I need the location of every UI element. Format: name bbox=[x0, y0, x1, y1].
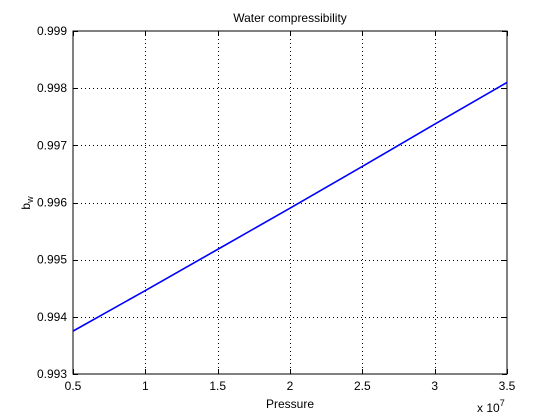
y-tick-label: 0.997 bbox=[37, 138, 67, 152]
y-tick-label: 0.998 bbox=[37, 81, 67, 95]
x-tick-label: 1.5 bbox=[209, 379, 226, 393]
ticks: 0.5 1 1.5 2 2.5 3 3.5 0.993 0.994 0.995 0.996 0.997… bbox=[37, 24, 516, 393]
y-axis-title-main: b bbox=[19, 203, 33, 210]
x-tick-label: 1 bbox=[142, 379, 149, 393]
y-tick-label: 0.994 bbox=[37, 310, 67, 324]
x-tick-label: 2.5 bbox=[354, 379, 371, 393]
chart-title: Water compressibility bbox=[233, 11, 347, 25]
x-tick-label: 3 bbox=[431, 379, 438, 393]
series-line bbox=[72, 81, 508, 332]
y-axis-title: bw bbox=[19, 196, 35, 210]
axes-box bbox=[72, 30, 508, 375]
series-layer bbox=[72, 81, 508, 332]
y-axis-title-subscript: w bbox=[25, 196, 35, 204]
x-axis-title: Pressure bbox=[266, 397, 314, 411]
x-multiplier-base: x 10 bbox=[477, 401, 500, 415]
x-axis-multiplier: x 107 bbox=[477, 398, 505, 415]
y-tick-label: 0.996 bbox=[37, 196, 67, 210]
y-tick-label: 0.993 bbox=[37, 367, 67, 381]
x-tick-label: 2 bbox=[287, 379, 294, 393]
y-tick-label: 0.999 bbox=[37, 24, 67, 38]
y-tick-label: 0.995 bbox=[37, 253, 67, 267]
x-tick-label: 3.5 bbox=[499, 379, 516, 393]
x-multiplier-exponent: 7 bbox=[500, 398, 505, 408]
grid bbox=[73, 31, 507, 374]
x-tick-label: 0.5 bbox=[65, 379, 82, 393]
